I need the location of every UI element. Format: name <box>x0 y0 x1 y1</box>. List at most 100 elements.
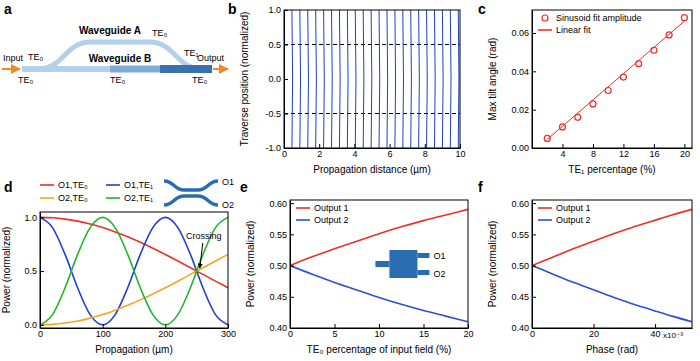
x-tick: 15 <box>419 324 429 339</box>
y-axis: 0.400.450.500.550.60 <box>511 199 536 334</box>
panel: e051015200.400.450.500.550.60TE₀ percent… <box>240 179 474 355</box>
data-line <box>532 209 692 265</box>
data-line <box>402 10 404 148</box>
y-tick-mark <box>532 148 536 149</box>
data-line <box>299 10 301 148</box>
y-tick-mark <box>290 266 294 267</box>
x-tick-mark <box>319 144 320 148</box>
x-axis-title: TE₀ percentage of input field (%) <box>307 344 452 355</box>
inset-waveguide <box>164 181 218 190</box>
port-label: Input <box>3 53 24 63</box>
plot-frame <box>284 10 460 148</box>
x-tick: 12 <box>619 144 629 159</box>
y-tick: 0.00 <box>511 143 536 153</box>
x-tick-mark <box>354 144 355 148</box>
data-line <box>434 10 436 148</box>
y-axis: 0.00 0.02 0.04 0.06 <box>511 11 536 154</box>
legend-label: Output 1 <box>314 203 349 213</box>
waveguide-label: Waveguide B <box>89 53 151 64</box>
legend-label: Sinusoid fit amplitude <box>556 13 642 23</box>
y-axis-line <box>290 201 291 329</box>
panel-label: c <box>478 1 486 17</box>
figure: aWaveguide AWaveguide BInputOutputTE₀TE₀… <box>0 0 700 361</box>
panel-label: f <box>478 179 483 195</box>
y-tick: 0.60 <box>269 199 294 209</box>
input-arrow <box>2 68 20 70</box>
port-label: Output <box>197 53 225 63</box>
axis-multiplier: x10⁻³ <box>663 331 683 340</box>
y-tick-label: 1.0 <box>268 5 281 15</box>
data-line <box>532 266 692 322</box>
x-tick: 4 <box>352 144 357 159</box>
inset-label: O1 <box>433 251 445 261</box>
x-tick-mark <box>593 144 594 148</box>
y-tick-label: 0.06 <box>511 28 529 38</box>
x-tick-mark <box>424 324 425 328</box>
data-line <box>450 10 452 148</box>
y-tick: 0.60 <box>511 199 536 209</box>
y-tick-mark <box>284 10 288 11</box>
y-tick: 0.04 <box>511 67 536 77</box>
y-tick-label: 0.5 <box>24 266 37 276</box>
y-axis-line <box>532 201 533 329</box>
panel-label: d <box>4 179 13 195</box>
y-axis-title: Traverse position (normalized) <box>239 12 250 147</box>
legend-label: O2,TE₀ <box>58 193 88 203</box>
data-line <box>426 10 428 148</box>
data-line <box>307 10 309 148</box>
x-tick-label: 20 <box>680 149 690 159</box>
y-tick-label: 0.55 <box>511 230 529 240</box>
y-tick-label: -0.5 <box>265 109 281 119</box>
y-axis-title: Max tilt angle (rad) <box>487 38 498 121</box>
y-tick-mark <box>284 114 288 115</box>
y-tick-label: 0.60 <box>511 199 529 209</box>
x-tick-mark <box>460 144 461 148</box>
data-line <box>290 209 468 265</box>
y-tick-label: 0.02 <box>511 105 529 115</box>
x-tick: 4 <box>560 144 565 159</box>
x-tick-mark <box>335 324 336 328</box>
y-tick: 0.50 <box>269 261 294 271</box>
legend-label: O2,TE₁ <box>124 193 153 203</box>
y-axis: 0.400.450.500.550.60 <box>269 199 294 334</box>
x-tick-label: 8 <box>591 149 596 159</box>
legend-swatch <box>40 197 54 199</box>
x-axis: 0246810 <box>282 144 466 159</box>
waveguide-b-section <box>160 65 212 73</box>
y-tick-label: 0.40 <box>511 323 529 333</box>
x-tick-label: 0 <box>288 329 293 339</box>
x-tick-mark <box>623 144 624 148</box>
x-tick-mark <box>103 324 104 328</box>
y-tick-label: -1.0 <box>265 143 281 153</box>
x-tick-label: 300 <box>221 329 236 339</box>
y-tick-mark <box>40 325 44 326</box>
legend-swatch <box>106 197 120 199</box>
y-tick: -1.0 <box>265 143 288 153</box>
data-line <box>291 10 293 148</box>
data-point <box>636 61 642 67</box>
plot-area <box>284 10 460 148</box>
y-axis: 0.00.51.0 <box>24 213 44 331</box>
x-tick-label: 200 <box>158 329 173 339</box>
legend-label: Linear fit <box>556 25 591 35</box>
y-tick-mark <box>532 203 536 204</box>
data-line <box>394 10 396 148</box>
y-tick: 0.5 <box>24 266 44 276</box>
data-line <box>40 217 228 324</box>
y-tick: 1.0 <box>268 5 288 15</box>
x-tick: 20 <box>589 324 599 339</box>
y-tick-mark <box>290 203 294 204</box>
y-tick-mark <box>532 266 536 267</box>
y-tick-label: 0.60 <box>269 199 287 209</box>
y-tick-mark <box>290 328 294 329</box>
y-tick-mark <box>284 148 288 149</box>
y-axis-title: Power (normalized) <box>245 221 256 308</box>
inset-waveguide <box>417 253 429 258</box>
inset-label: O1 <box>222 177 234 187</box>
y-tick-mark <box>290 297 294 298</box>
x-tick-label: 4 <box>560 149 565 159</box>
x-tick-label: 10 <box>455 149 465 159</box>
reference-line <box>284 44 460 45</box>
plot-area <box>290 209 468 321</box>
plot-area <box>544 15 687 142</box>
